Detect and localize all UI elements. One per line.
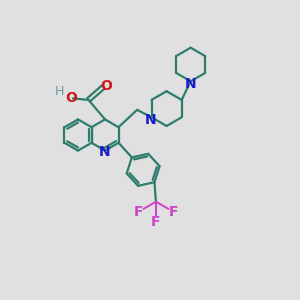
Text: F: F [134, 205, 143, 219]
Text: N: N [185, 77, 197, 91]
Text: F: F [168, 205, 178, 219]
Text: N: N [145, 113, 157, 127]
Text: O: O [65, 92, 77, 105]
Text: O: O [100, 79, 112, 93]
Text: F: F [151, 214, 161, 229]
Text: N: N [99, 145, 110, 159]
Text: H: H [55, 85, 64, 98]
